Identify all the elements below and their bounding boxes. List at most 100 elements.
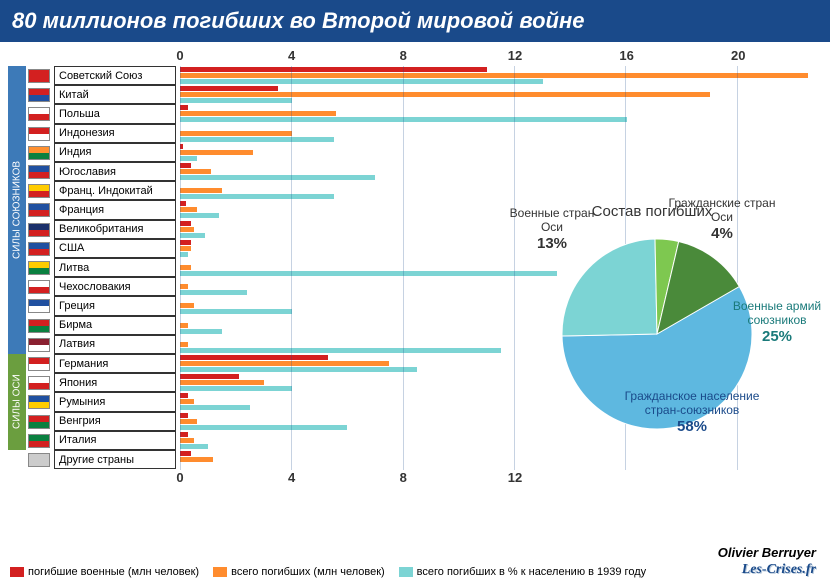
axis-tick: 0 bbox=[176, 470, 183, 485]
flag-icon bbox=[28, 107, 50, 121]
bar-mil bbox=[180, 374, 239, 379]
bar-pct bbox=[180, 271, 557, 276]
bar-mil bbox=[180, 413, 188, 418]
bar-mil bbox=[180, 240, 191, 245]
country-label: Япония bbox=[54, 373, 176, 392]
country-label: Франция bbox=[54, 200, 176, 219]
flag-icon bbox=[28, 280, 50, 294]
bar-mil bbox=[180, 451, 191, 456]
bar-tot bbox=[180, 131, 292, 136]
bar-pct bbox=[180, 367, 417, 372]
bar-pct bbox=[180, 175, 375, 180]
bar-pct bbox=[180, 329, 222, 334]
bar-chart: 048121620 СИЛЫ СОЮЗНИКОВСИЛЫ ОСИСоветски… bbox=[8, 48, 822, 488]
bottom-axis: 04812 bbox=[180, 470, 822, 488]
flag-icon bbox=[28, 299, 50, 313]
axis-tick: 12 bbox=[508, 48, 522, 63]
credit: Olivier Berruyer bbox=[718, 545, 816, 560]
bar-pct bbox=[180, 194, 334, 199]
axis-tick: 8 bbox=[400, 48, 407, 63]
flag-icon bbox=[28, 434, 50, 448]
bar-mil bbox=[180, 163, 191, 168]
bar-tot bbox=[180, 419, 197, 424]
legend-swatch bbox=[10, 567, 24, 577]
flag-icon bbox=[28, 395, 50, 409]
country-label: Советский Союз bbox=[54, 66, 176, 85]
table-row: Советский Союз bbox=[8, 66, 822, 85]
legend-label: погибшие военные (млн человек) bbox=[28, 566, 199, 578]
table-row: Китай bbox=[8, 85, 822, 104]
legend-swatch bbox=[213, 567, 227, 577]
bar-group bbox=[180, 143, 822, 162]
flag-icon bbox=[28, 69, 50, 83]
bar-tot bbox=[180, 361, 389, 366]
bar-group bbox=[180, 124, 822, 143]
bar-mil bbox=[180, 432, 188, 437]
bar-pct bbox=[180, 290, 247, 295]
bar-tot bbox=[180, 284, 188, 289]
bar-mil bbox=[180, 105, 188, 110]
axis-tick: 16 bbox=[619, 48, 633, 63]
pie-label: Военные стран Оси13% bbox=[502, 206, 602, 253]
bar-tot bbox=[180, 457, 213, 462]
bar-tot bbox=[180, 342, 188, 347]
bar-group bbox=[180, 66, 822, 85]
country-label: Литва bbox=[54, 258, 176, 277]
table-row: Индонезия bbox=[8, 124, 822, 143]
bar-group bbox=[180, 162, 822, 181]
table-row: Индия bbox=[8, 143, 822, 162]
flag-icon bbox=[28, 319, 50, 333]
country-label: Китай bbox=[54, 85, 176, 104]
bar-group bbox=[180, 104, 822, 123]
bar-mil bbox=[180, 86, 278, 91]
country-label: Другие страны bbox=[54, 450, 176, 469]
flag-icon bbox=[28, 223, 50, 237]
flag-icon bbox=[28, 127, 50, 141]
bar-tot bbox=[180, 380, 264, 385]
country-label: Чехословакия bbox=[54, 277, 176, 296]
bar-pct bbox=[180, 309, 292, 314]
legend: погибшие военные (млн человек) всего поги… bbox=[10, 566, 820, 578]
legend-item: всего погибших в % к населению в 1939 го… bbox=[399, 566, 646, 578]
bar-tot bbox=[180, 227, 194, 232]
page-title: 80 миллионов погибших во Второй мировой … bbox=[0, 0, 830, 42]
bar-pct bbox=[180, 156, 197, 161]
bar-tot bbox=[180, 323, 188, 328]
bar-pct bbox=[180, 233, 205, 238]
flag-icon bbox=[28, 242, 50, 256]
table-row: Югославия bbox=[8, 162, 822, 181]
flag-icon bbox=[28, 184, 50, 198]
legend-item: всего погибших (млн человек) bbox=[213, 566, 385, 578]
pie-wrap: Гражданское население стран-союзников58%… bbox=[547, 224, 767, 444]
bar-pct bbox=[180, 137, 334, 142]
pie-label: Гражданское население стран-союзников58% bbox=[617, 389, 767, 436]
site-link[interactable]: Les-Crises.fr bbox=[742, 562, 816, 578]
bar-tot bbox=[180, 92, 710, 97]
country-label: Индонезия bbox=[54, 124, 176, 143]
axis-tick: 8 bbox=[400, 470, 407, 485]
flag-icon bbox=[28, 357, 50, 371]
bar-pct bbox=[180, 425, 347, 430]
bar-mil bbox=[180, 355, 328, 360]
bar-tot bbox=[180, 438, 194, 443]
axis-tick: 4 bbox=[288, 48, 295, 63]
pie-slice bbox=[562, 239, 657, 336]
country-label: США bbox=[54, 239, 176, 258]
bar-mil bbox=[180, 67, 487, 72]
top-axis: 048121620 bbox=[180, 48, 822, 66]
bar-tot bbox=[180, 169, 211, 174]
bar-pct bbox=[180, 252, 188, 257]
bar-tot bbox=[180, 399, 194, 404]
country-label: Польша bbox=[54, 104, 176, 123]
country-label: Франц. Индокитай bbox=[54, 181, 176, 200]
country-label: Венгрия bbox=[54, 412, 176, 431]
flag-icon bbox=[28, 146, 50, 160]
pie-chart: Состав погибших Гражданское население ст… bbox=[512, 203, 792, 463]
table-row: Польша bbox=[8, 104, 822, 123]
bar-tot bbox=[180, 246, 191, 251]
grid-line bbox=[291, 66, 292, 470]
pie-label: Гражданские стран Оси4% bbox=[662, 196, 782, 243]
country-label: Румыния bbox=[54, 392, 176, 411]
flag-icon bbox=[28, 88, 50, 102]
bar-mil bbox=[180, 393, 188, 398]
